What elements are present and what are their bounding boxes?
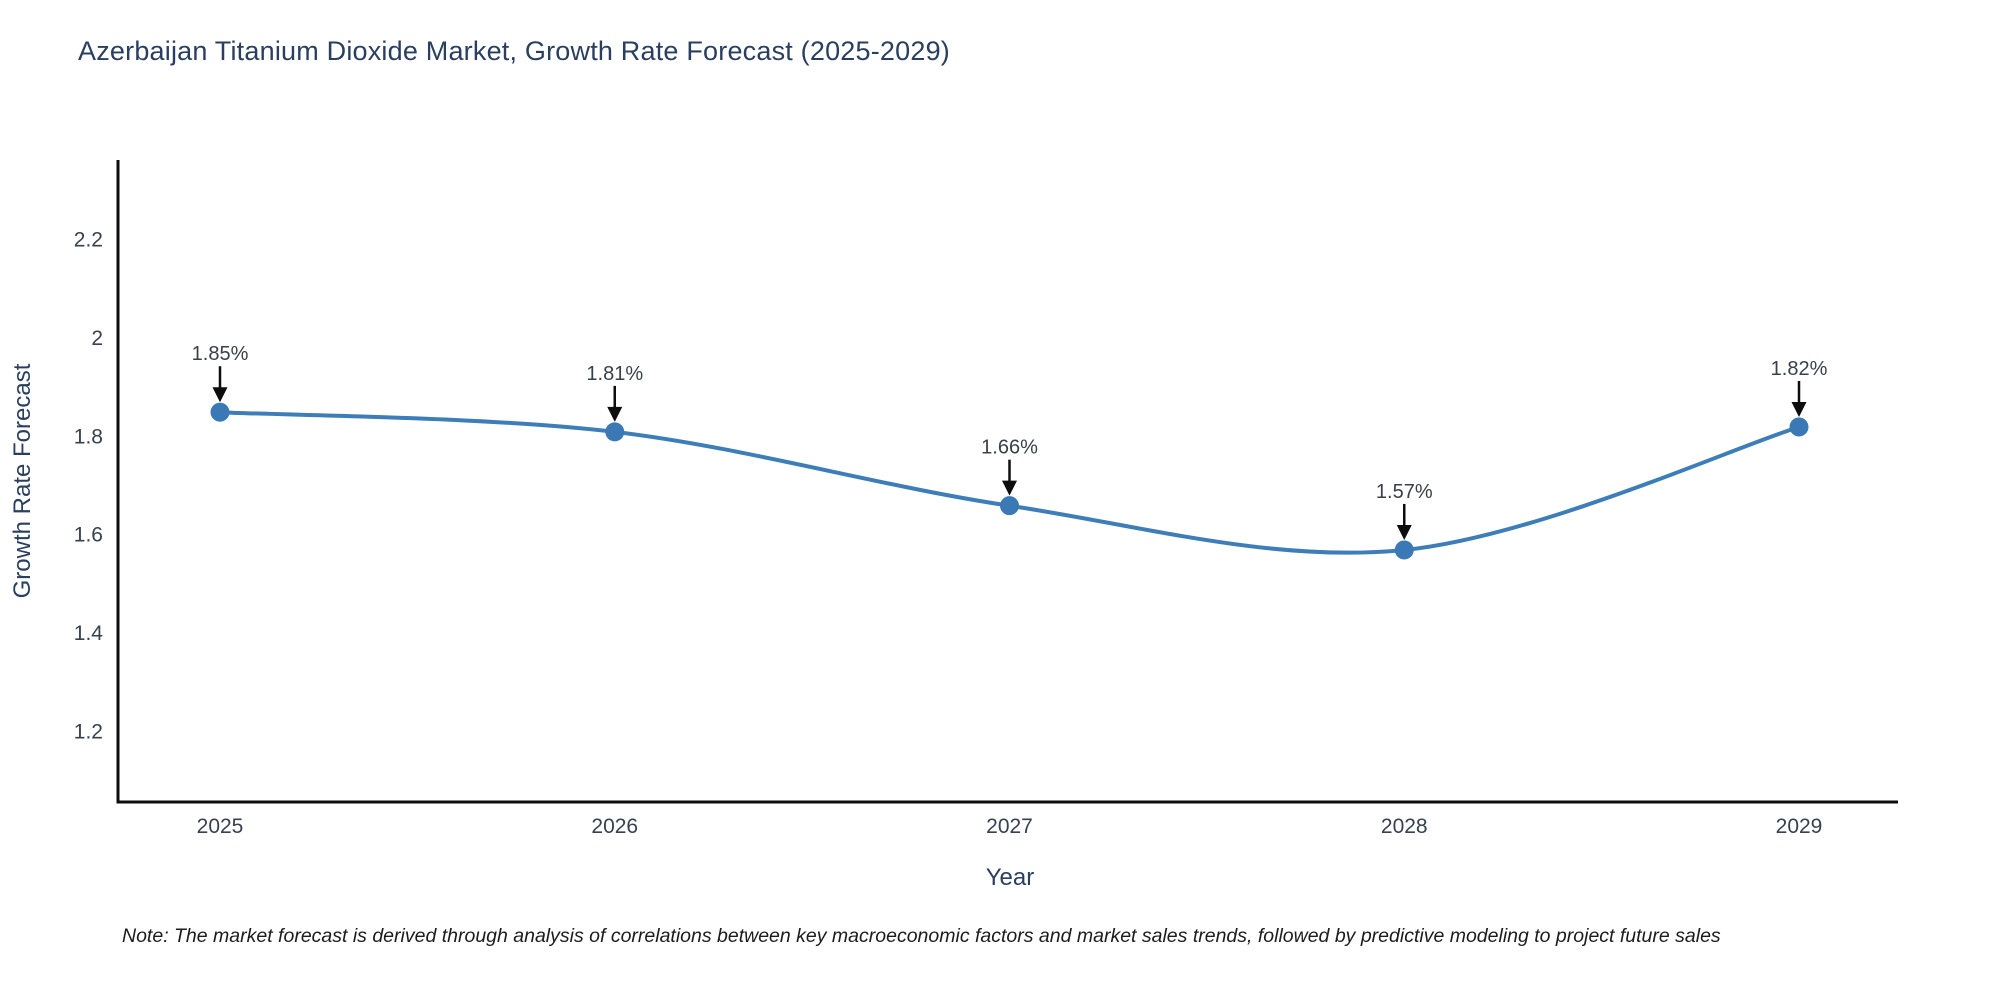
y-tick-label: 1.8 (74, 425, 103, 448)
annotation-arrowhead-icon (1396, 524, 1412, 540)
point-annotation: 1.66% (981, 437, 1038, 459)
annotation-arrowhead-icon (607, 406, 623, 422)
x-tick-label: 2029 (1776, 815, 1823, 838)
point-annotation: 1.82% (1771, 358, 1828, 380)
footnote-container: Note: The market forecast is derived thr… (0, 922, 2000, 962)
data-point[interactable] (1394, 540, 1414, 560)
x-axis-title: Year (986, 864, 1035, 891)
annotation-arrowhead-icon (1002, 480, 1017, 496)
y-tick-label: 2.2 (74, 229, 103, 252)
point-annotation: 1.57% (1376, 481, 1433, 503)
y-tick-label: 1.4 (74, 622, 104, 645)
data-point[interactable] (1789, 417, 1809, 437)
point-annotation: 1.81% (586, 363, 643, 385)
annotation-arrowhead-icon (212, 387, 228, 403)
data-point[interactable] (1000, 496, 1019, 516)
point-annotation: 1.85% (192, 343, 249, 365)
x-tick-label: 2027 (986, 815, 1033, 838)
y-tick-label: 2 (91, 327, 103, 350)
data-point[interactable] (605, 422, 625, 442)
y-axis-title: Growth Rate Forecast (9, 363, 36, 598)
annotation-arrowhead-icon (1791, 401, 1807, 417)
y-tick-label: 1.6 (74, 524, 103, 547)
x-tick-label: 2025 (197, 815, 244, 838)
x-tick-label: 2026 (591, 815, 638, 838)
y-tick-label: 1.2 (74, 721, 103, 744)
data-point[interactable] (210, 402, 230, 422)
note-text: Note: The market forecast is derived thr… (122, 925, 1721, 947)
page-title: Azerbaijan Titanium Dioxide Market, Grow… (78, 36, 950, 66)
x-tick-label: 2028 (1381, 815, 1428, 838)
